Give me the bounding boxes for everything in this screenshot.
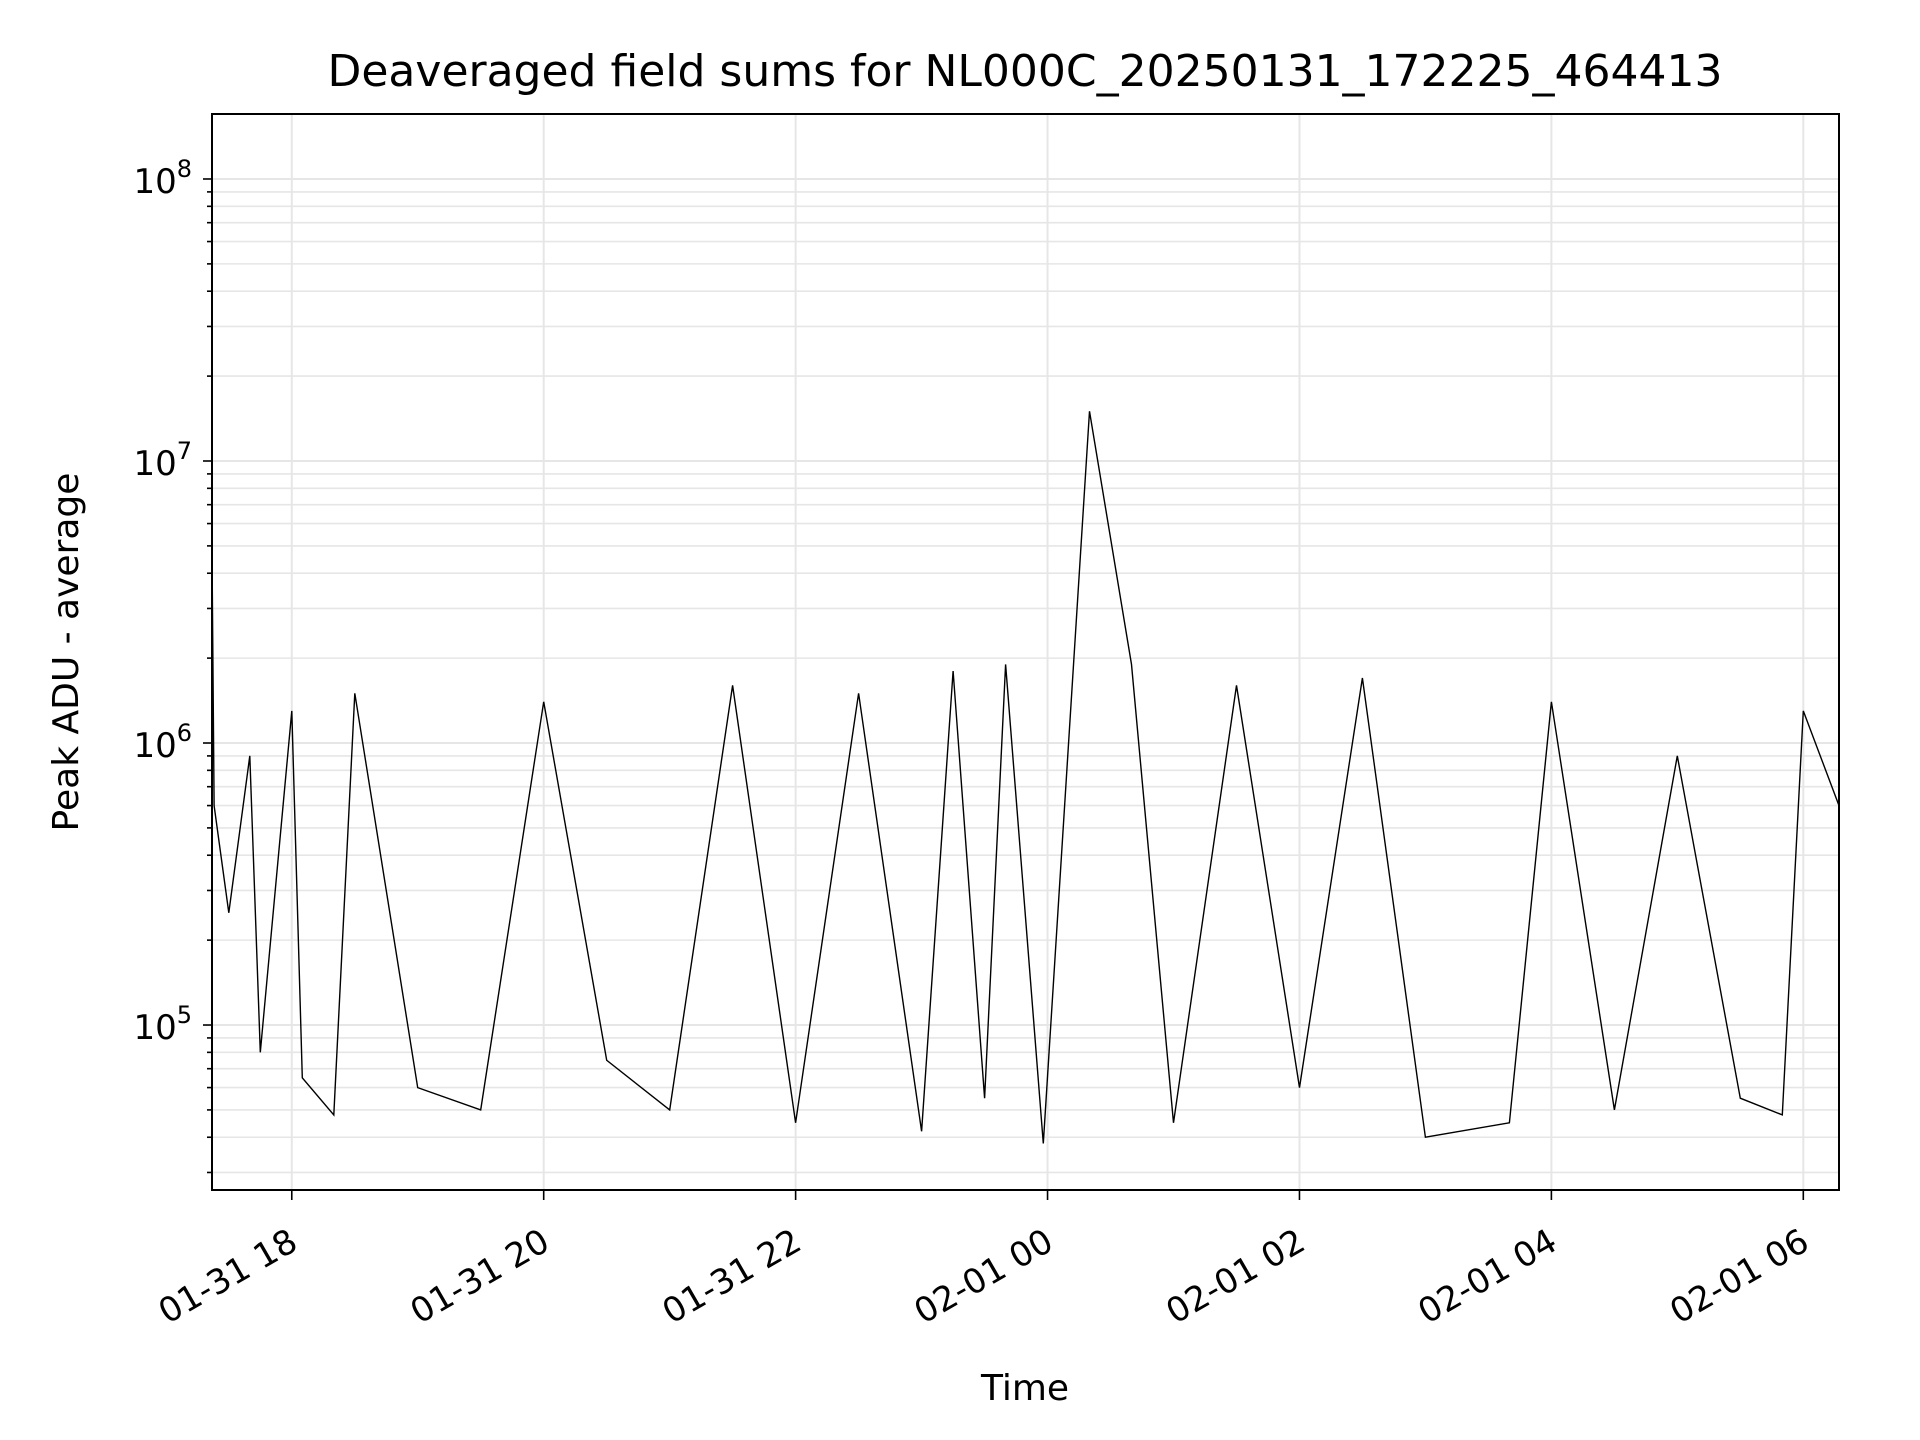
y-tick-label: 107: [133, 437, 192, 484]
chart-title: Deaveraged field sums for NL000C_2025013…: [327, 46, 1722, 97]
y-axis-title: Peak ADU - average: [46, 473, 87, 832]
y-tick-label: 106: [133, 719, 192, 766]
y-tick-label: 108: [133, 155, 192, 202]
x-axis-title: Time: [980, 1368, 1069, 1409]
data-series-line: [211, 411, 1840, 1144]
axes-frame: [211, 113, 1840, 1191]
y-tick-label: 105: [133, 1001, 192, 1048]
grid: [212, 114, 1839, 1190]
plot-area: [211, 411, 1840, 1144]
